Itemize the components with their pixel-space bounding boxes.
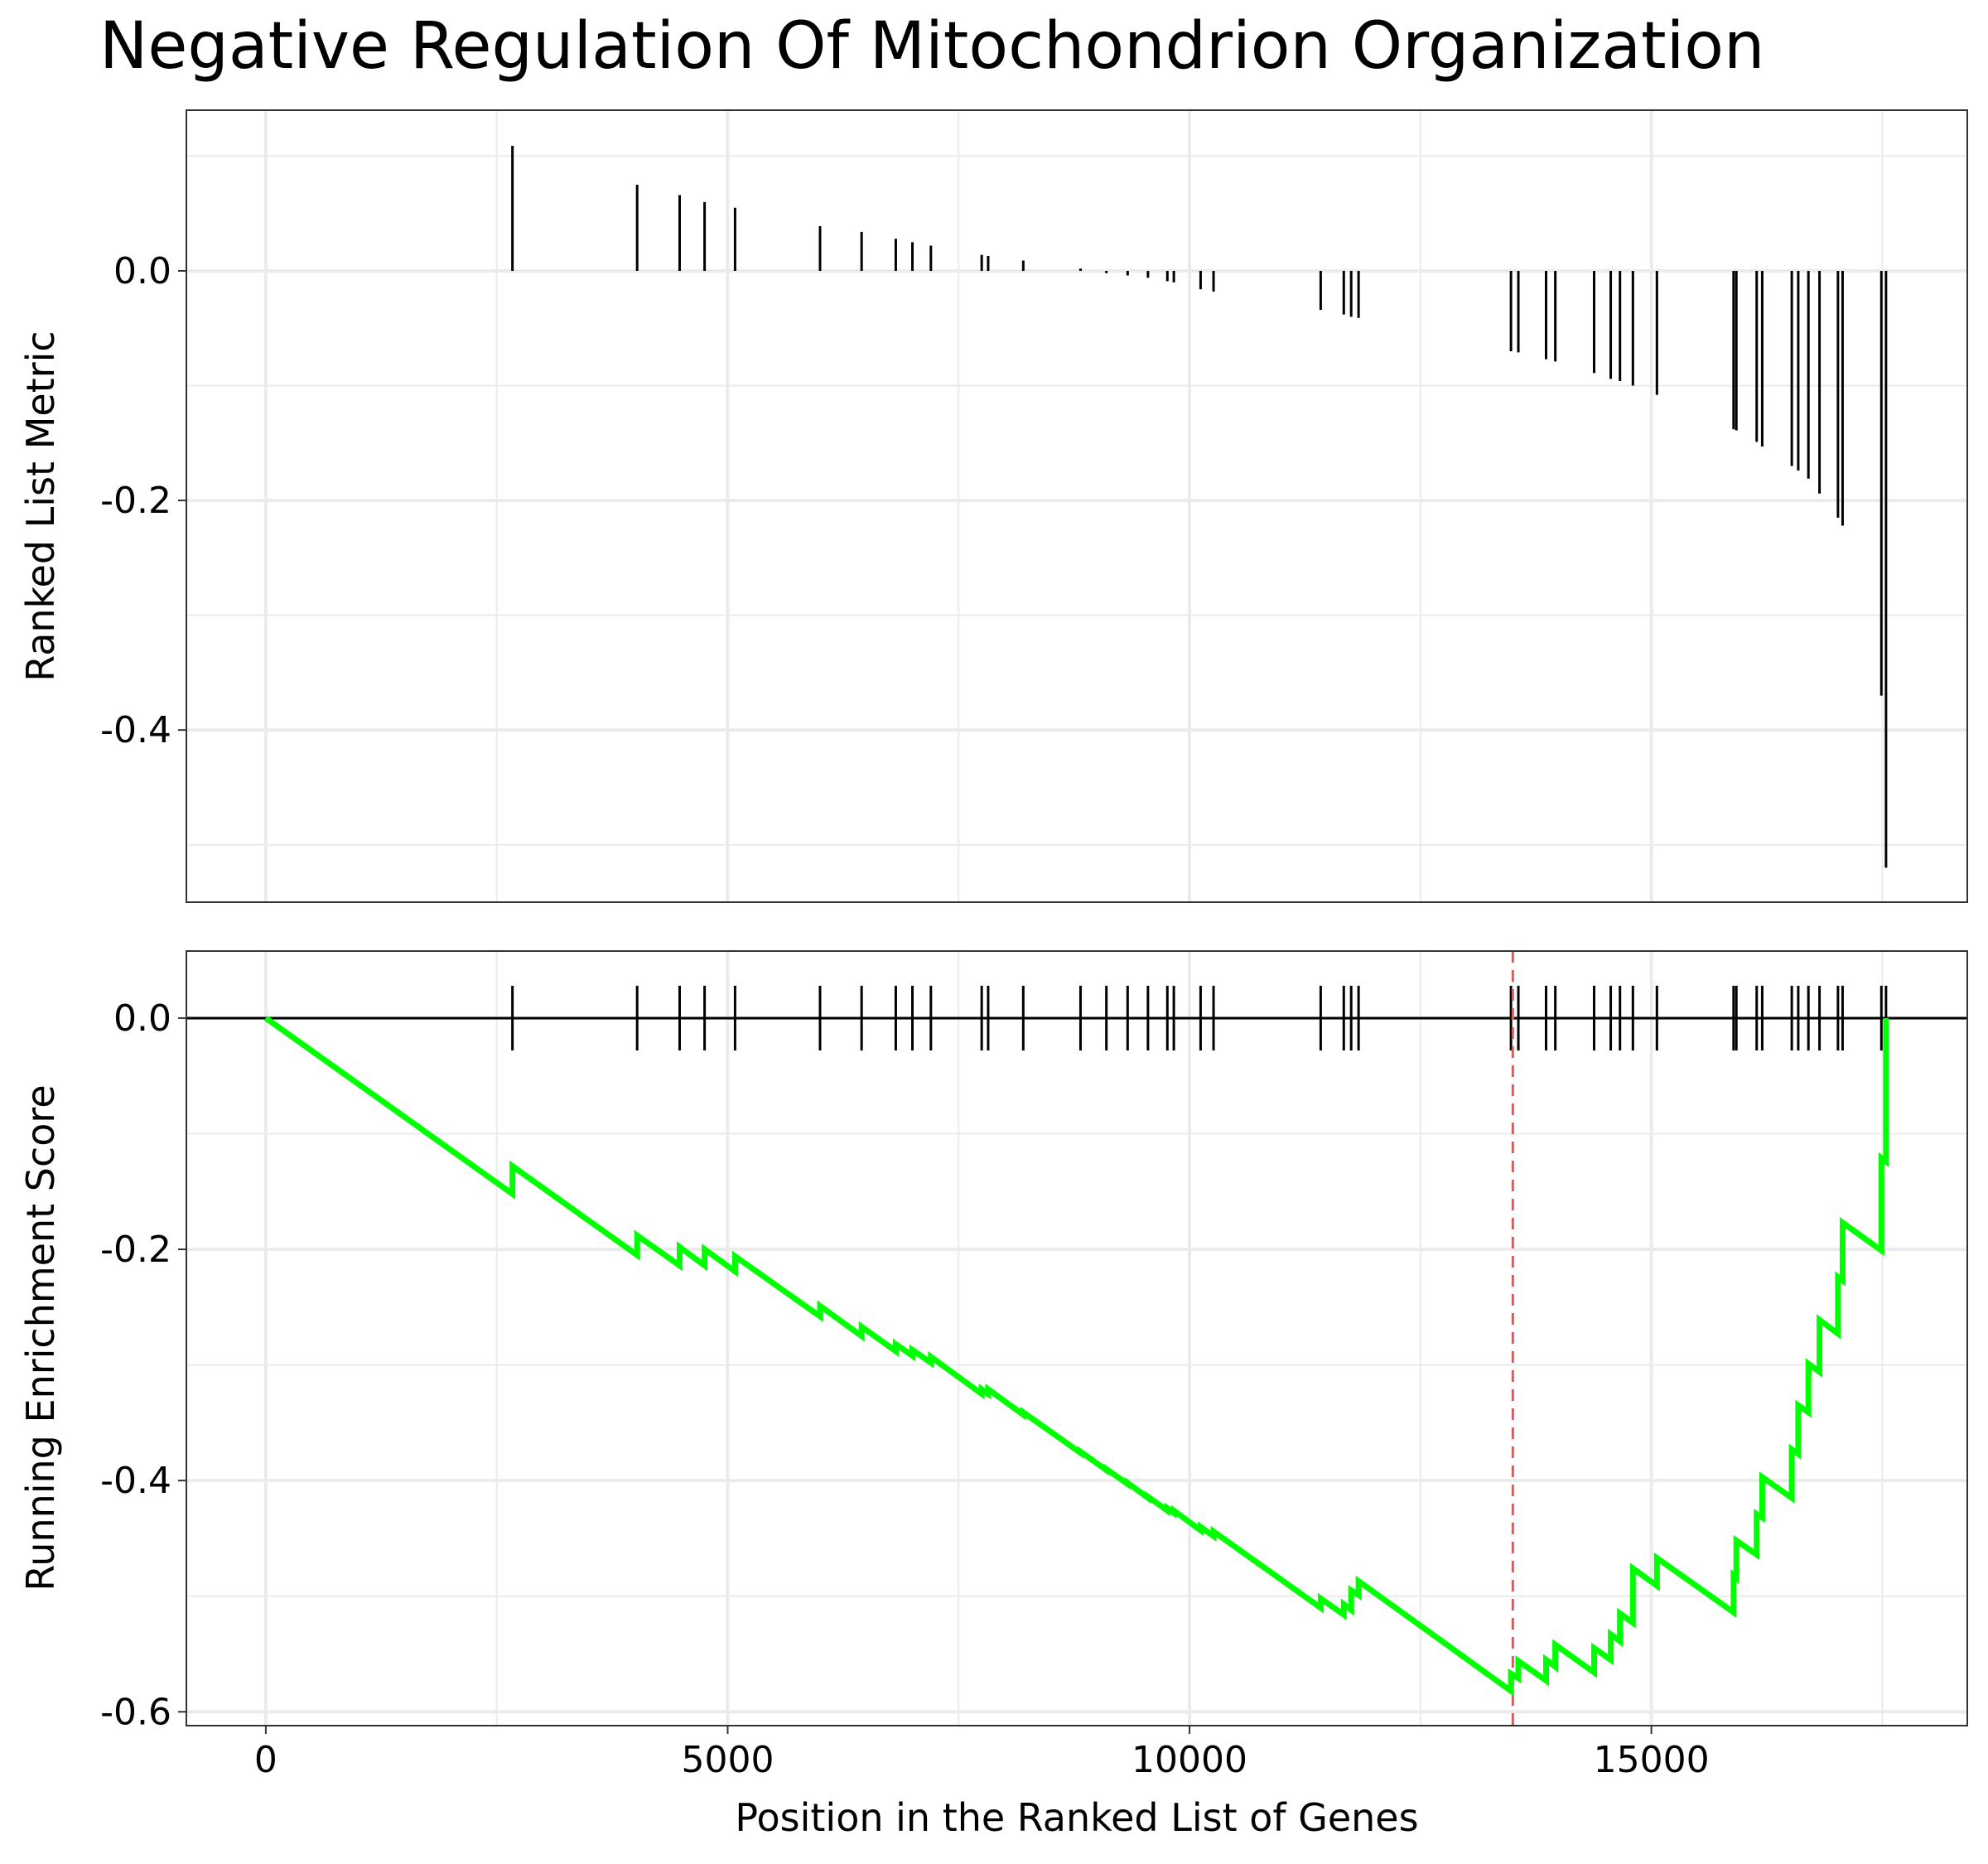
top-y-axis-label: Ranked List Metric (18, 331, 63, 681)
y-tick-label: -0.2 (100, 1229, 171, 1271)
top-panel-border (186, 109, 1968, 903)
y-tick-label: 0.0 (113, 997, 171, 1040)
y-tick-label: -0.6 (100, 1691, 171, 1733)
chart-title: Negative Regulation Of Mitochondrion Org… (99, 9, 1764, 84)
x-tick-label: 0 (254, 1739, 277, 1781)
ranked-metric-panel: 0.0 -0.2 -0.4 Ranked List Metric (18, 109, 1968, 903)
bottom-panel-border (186, 950, 1968, 1726)
y-tick-label: -0.4 (100, 709, 171, 751)
running-es-panel: 0.0 -0.2 -0.4 -0.6 0 5000 10000 15000 Running … (18, 950, 1968, 1840)
top-y-ticks: 0.0 -0.2 -0.4 (100, 250, 186, 751)
bottom-y-axis-label: Running Enrichment Score (18, 1084, 63, 1591)
bottom-y-ticks: 0.0 -0.2 -0.4 -0.6 (100, 997, 186, 1733)
y-tick-label: 0.0 (113, 250, 171, 292)
y-tick-label: -0.2 (100, 480, 171, 522)
x-tick-label: 5000 (681, 1739, 774, 1781)
running-es-line (263, 1016, 1889, 1697)
ranked-metric-bars (511, 145, 1888, 868)
x-ticks: 0 5000 10000 15000 (254, 1726, 1710, 1781)
x-tick-label: 10000 (1132, 1739, 1247, 1781)
x-axis-label: Position in the Ranked List of Genes (735, 1795, 1418, 1840)
y-tick-label: -0.4 (100, 1460, 171, 1502)
top-grid (186, 110, 1967, 902)
x-tick-label: 15000 (1594, 1739, 1710, 1781)
